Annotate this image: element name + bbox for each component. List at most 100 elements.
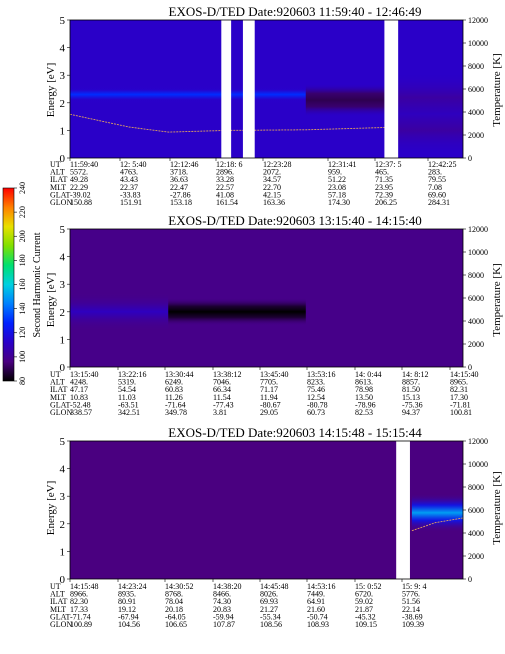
panel-1-orbit-value: 22.29 <box>70 183 88 192</box>
panel-1-y2-tick-label: 8000 <box>468 62 484 71</box>
panel-1-orbit-value: 174.30 <box>328 198 350 207</box>
panel-2-orbit-value: 66.34 <box>213 385 231 394</box>
colorbar-tick-label: 100 <box>18 351 27 363</box>
panel-1-orbit-value: 69.60 <box>428 190 446 199</box>
panel-2-orbit-value: 3.81 <box>213 408 227 417</box>
panel-2-orbit-row-label: UT <box>50 370 61 379</box>
panel-1-orbit-value: 12:23:28 <box>263 160 291 169</box>
panel-1-orbit-value: 36.63 <box>170 175 188 184</box>
panel-2-orbit-row-label: MLT <box>50 393 66 402</box>
panel-1-orbit-value: 49.28 <box>70 175 88 184</box>
panel-3-orbit-value: 20.83 <box>213 605 231 614</box>
colorbar-gradient <box>2 187 15 382</box>
panel-3-orbit-value: -71.74 <box>70 612 91 621</box>
panel-1-orbit-value: 150.88 <box>70 198 92 207</box>
panel-3-orbit-value: 51.56 <box>402 597 420 606</box>
panel-1-orbit-value: 71.35 <box>375 175 393 184</box>
panel-1-y2label: Temperature [K] <box>491 53 503 126</box>
panel-3-orbit-value: 20.18 <box>165 605 183 614</box>
panel-2-orbit-value: 338.57 <box>70 408 92 417</box>
panel-2-orbit-value: 13:30:44 <box>165 370 193 379</box>
panel-3-feature-hot-emission <box>411 493 463 533</box>
panel-3-orbit-value: 7449. <box>307 590 325 599</box>
panel-2-orbit-value: 11.54 <box>213 393 231 402</box>
panel-2-y2-tick-label: 0 <box>468 363 472 372</box>
panel-3-y2-tick-label: 2000 <box>468 552 484 561</box>
panel-3-orbit-value: 21.87 <box>355 605 373 614</box>
panel-3-orbit-value: -38.69 <box>402 612 423 621</box>
panel-2-orbit-value: -71.64 <box>165 400 186 409</box>
panel-1-y-tick-label: 5 <box>60 15 66 27</box>
colorbar-tick-label: 180 <box>18 254 27 266</box>
panel-1-orbit-value: 7.08 <box>428 183 442 192</box>
panel-3-orbit-value: 22.14 <box>402 605 420 614</box>
panel-1-orbit-value: 153.18 <box>170 198 192 207</box>
panel-2-orbit-value: 4248. <box>70 378 88 387</box>
panel-1-y2-tick-label: 4000 <box>468 108 484 117</box>
panel-2-orbit-value: 94.37 <box>402 408 420 417</box>
panel-2-orbit-row-label: ILAT <box>50 385 67 394</box>
panel-2-orbit-value: 13:45:40 <box>260 370 288 379</box>
colorbar-tick-label: 220 <box>18 206 27 218</box>
panel-2-y2-tick-label: 6000 <box>468 294 484 303</box>
panel-3-orbit-value: 74.30 <box>213 597 231 606</box>
panel-1-orbit-value: -27.86 <box>170 190 191 199</box>
panel-3-orbit-value: 64.91 <box>307 597 325 606</box>
colorbar-tick-label: 80 <box>18 377 27 385</box>
panel-2-orbit-value: 17.30 <box>450 393 468 402</box>
panel-1: EXOS-D/TED Date:920603 11:59:40 - 12:46:… <box>45 4 503 207</box>
panel-1-orbit-value: -39.02 <box>70 190 91 199</box>
panel-2-y-tick-label: 4 <box>60 252 66 264</box>
panel-2-orbit-value: 6249. <box>165 378 183 387</box>
panel-1-orbit-value: 22.37 <box>120 183 138 192</box>
panel-2-orbit-value: 13:22:16 <box>118 370 146 379</box>
panel-1-y2-tick-label: 12000 <box>468 16 488 25</box>
panel-3-orbit-value: 8026. <box>260 590 278 599</box>
panel-2-orbit-value: 7046. <box>213 378 231 387</box>
panel-2-orbit-value: 14: 0:44 <box>355 370 381 379</box>
panel-1-orbit-value: 43.43 <box>120 175 138 184</box>
panel-3-orbit-value: 6720. <box>355 590 373 599</box>
panel-2-orbit-value: 82.31 <box>450 385 468 394</box>
panel-1-orbit-value: 5572. <box>70 168 88 177</box>
panel-1-y-tick-label: 3 <box>60 70 66 82</box>
panel-1-orbit-row-label: ALT <box>50 168 65 177</box>
panel-2-orbit-value: 12.54 <box>307 393 325 402</box>
panel-2-orbit-value: 71.17 <box>260 385 278 394</box>
panel-2-orbit-value: 13:38:12 <box>213 370 241 379</box>
panel-3-title: EXOS-D/TED Date:920603 14:15:48 - 15:15:… <box>168 425 422 440</box>
panel-3-y2-tick-label: 0 <box>468 575 472 584</box>
panel-3-orbit-value: 80.91 <box>118 597 136 606</box>
panel-2-orbit-value: 47.17 <box>70 385 88 394</box>
panel-3-y-tick-label: 3 <box>60 491 66 503</box>
panel-2-orbit-value: 5319. <box>118 378 136 387</box>
panel-3-orbit-value: 15: 0:52 <box>355 582 381 591</box>
panel-2-orbit-value: -77.43 <box>213 400 234 409</box>
panel-3-orbit-value: 108.56 <box>260 620 282 629</box>
panel-3-y-tick-label: 5 <box>60 436 66 448</box>
panel-1-y2-tick-label: 6000 <box>468 85 484 94</box>
panel-2-orbit-value: 8965. <box>450 378 468 387</box>
panel-1-orbit-value: -33.83 <box>120 190 141 199</box>
panel-3-orbit-value: 78.04 <box>165 597 183 606</box>
panel-3-data-gap <box>396 441 410 579</box>
panel-1-orbit-value: 2896. <box>216 168 234 177</box>
panel-2-orbit-value: 14:15:40 <box>450 370 478 379</box>
panel-2-orbit-value: 11.03 <box>118 393 136 402</box>
panel-3-orbit-value: -45.32 <box>355 612 376 621</box>
panel-1-orbit-value: 51.22 <box>328 175 346 184</box>
panel-1-plot-area <box>70 20 463 158</box>
panel-1-orbit-value: 12:31:41 <box>328 160 356 169</box>
panel-1-y-tick-label: 2 <box>60 98 66 110</box>
panel-1-title: EXOS-D/TED Date:920603 11:59:40 - 12:46:… <box>169 4 422 19</box>
panel-3-orbit-value: 109.39 <box>402 620 424 629</box>
panel-1-feature-second-harmonic-band <box>70 82 306 107</box>
panel-2-orbit-row-label: ALT <box>50 378 65 387</box>
panel-1-orbit-row-label: UT <box>50 160 61 169</box>
panel-1-orbit-value: 3718. <box>170 168 188 177</box>
panel-1-orbit-value: 283. <box>428 168 442 177</box>
panel-2-orbit-value: 349.78 <box>165 408 187 417</box>
panel-3-orbit-value: -50.74 <box>307 612 328 621</box>
panel-1-y-tick-label: 0 <box>60 153 66 165</box>
